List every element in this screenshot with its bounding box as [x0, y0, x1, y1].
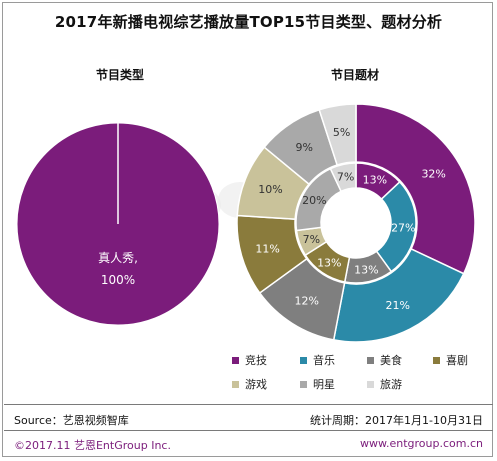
legend-swatch — [232, 380, 239, 388]
theme-donut-title: 节目题材 — [330, 68, 379, 82]
legend-item-meishi: 美食 — [367, 352, 402, 368]
footer-rule-top — [4, 404, 493, 405]
outer-label-0: 32% — [421, 168, 445, 181]
source-text: Source：艺恩视频智库 — [14, 414, 129, 427]
legend-swatch — [300, 380, 307, 388]
website-text: www.entgroup.com.cn — [360, 437, 483, 450]
legend-item-jingji: 竞技 — [232, 352, 267, 368]
inner-label-3: 13% — [317, 256, 341, 269]
theme-donut — [236, 103, 476, 343]
legend-item-xiju: 喜剧 — [433, 352, 468, 368]
donut-hole — [321, 188, 391, 258]
outer-slice-0 — [355, 103, 476, 275]
inner-label-2: 13% — [354, 263, 378, 276]
outer-label-4: 10% — [258, 183, 282, 196]
outer-label-2: 12% — [294, 295, 318, 308]
legend-item-yinyue: 音乐 — [300, 352, 335, 368]
legend-swatch — [232, 356, 239, 364]
outer-slice-1 — [332, 247, 465, 343]
outer-label-5: 9% — [296, 141, 313, 154]
legend-swatch — [433, 356, 440, 364]
inner-label-6: 7% — [337, 171, 354, 184]
outer-slice-6 — [318, 103, 357, 166]
legend-item-lvyou: 旅游 — [367, 376, 402, 392]
type-pie-title: 节目类型 — [95, 68, 144, 82]
legend-swatch — [367, 380, 374, 388]
pie-slice-value: 100% — [101, 273, 135, 287]
inner-label-1: 27% — [391, 221, 415, 234]
legend-swatch — [300, 356, 307, 364]
legend-item-youxi: 游戏 — [232, 376, 267, 392]
data-labels: 32% 21% 12% 11% 10% 9% 5% 13% 27% 13% 13% 7% 20% 7% — [255, 126, 445, 312]
period-text: 统计周期：2017年1月1-10月31日 — [310, 414, 483, 427]
footer-rule-bottom — [4, 430, 493, 431]
inner-label-4: 7% — [303, 233, 320, 246]
legend-swatch — [367, 356, 374, 364]
pie-slice-label: 真人秀, — [98, 251, 138, 265]
inner-label-0: 13% — [363, 173, 387, 186]
legend-item-mingxing: 明星 — [300, 376, 335, 392]
outer-label-3: 11% — [255, 243, 279, 256]
outer-label-6: 5% — [333, 126, 350, 139]
outer-label-1: 21% — [386, 299, 410, 312]
chart-title: 2017年新播电视综艺播放量TOP15节目类型、题材分析 — [54, 13, 443, 31]
copyright-text: ©2017.11 艺恩EntGroup Inc. — [14, 439, 171, 452]
inner-label-5: 20% — [302, 194, 326, 207]
type-pie: 真人秀, 100% — [16, 122, 220, 326]
